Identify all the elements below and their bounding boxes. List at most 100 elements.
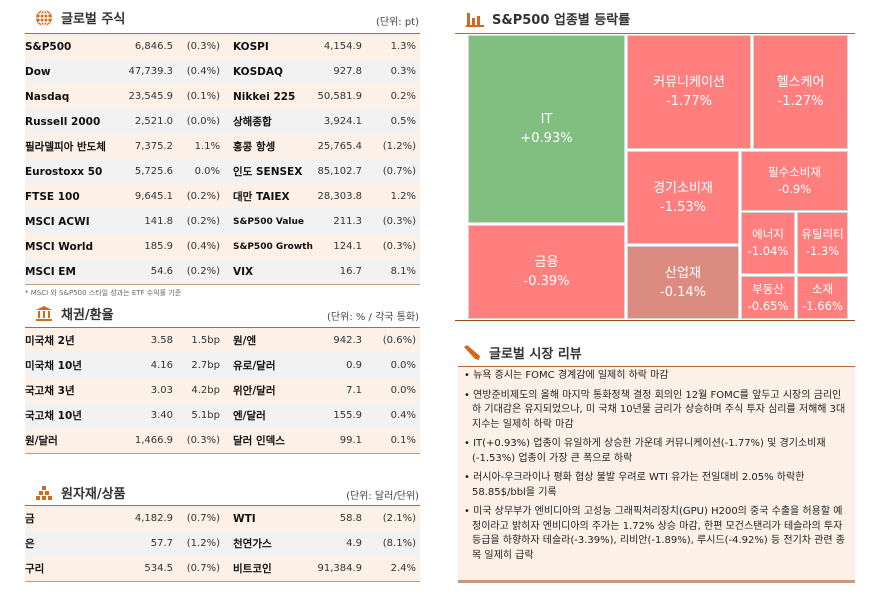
- cell-name: S&P500 Value: [233, 216, 304, 227]
- cell-change: (0.2%): [186, 191, 220, 202]
- table-row: 구리 534.5 (0.7%) 비트코인 91,384.9 2.4%: [25, 556, 420, 581]
- cell-change: 0.1%: [390, 435, 416, 446]
- cell-name: 위안/달러: [233, 385, 276, 397]
- commodities-header: 원자재/상품: [35, 483, 126, 502]
- cell-value: 1,466.9: [134, 435, 173, 446]
- sector-name: 소재: [811, 281, 834, 296]
- sector-name: 산업재: [665, 265, 701, 281]
- cell-change: (0.7%): [186, 563, 220, 574]
- treemap-cell: 소재 -1.66%: [797, 276, 848, 319]
- stocks-header: 글로벌 주식: [35, 8, 125, 27]
- cell-value: 23,545.9: [128, 91, 173, 102]
- sector-name: 에너지: [752, 227, 784, 241]
- sector-name: 필수소비재: [768, 165, 821, 179]
- sector-change: -0.39%: [523, 274, 570, 289]
- cell-name: 미국채 10년: [25, 360, 82, 372]
- cell-value: 91,384.9: [317, 563, 362, 574]
- cell-name: 원/엔: [233, 335, 257, 347]
- cell-name: FTSE 100: [25, 190, 80, 203]
- cell-name: VIX: [233, 265, 254, 278]
- cell-value: 3.58: [150, 335, 173, 346]
- cell-name: 상해종합: [233, 116, 272, 128]
- sector-name: 커뮤니케이션: [653, 75, 725, 90]
- sector-name: 금융: [534, 255, 559, 270]
- pen-icon: [464, 344, 480, 360]
- cell-name: 미국채 2년: [25, 335, 75, 347]
- sector-name: 헬스케어: [776, 75, 825, 90]
- cell-change: 8.1%: [390, 266, 416, 277]
- table-row: Russell 2000 2,521.0 (0.0%) 상해종합 3,924.1 0.5%: [25, 109, 420, 134]
- cell-value: 7.1: [346, 385, 362, 396]
- cell-name: Eurostoxx 50: [25, 165, 103, 178]
- cell-name: 금: [25, 513, 35, 525]
- review-title: 글로벌 시장 리뷰: [489, 347, 582, 362]
- cell-change: (8.1%): [382, 538, 416, 549]
- table-row: 필라델피아 반도체 7,375.2 1.1% 홍콩 항셍 25,765.4 (1.2%): [25, 134, 420, 159]
- sector-change: -1.66%: [802, 298, 843, 313]
- treemap-cell: 에너지 -1.04%: [741, 212, 795, 274]
- cell-value: 9,645.1: [134, 191, 173, 202]
- treemap-cell: 산업재 -0.14%: [627, 246, 739, 319]
- stocks-title: 글로벌 주식: [61, 12, 126, 27]
- cell-value: 141.8: [144, 216, 173, 227]
- cell-value: 16.7: [339, 266, 362, 277]
- cell-value: 927.8: [333, 66, 362, 77]
- cell-name: Nasdaq: [25, 90, 70, 103]
- treemap-cell: 부동산 -0.65%: [741, 276, 795, 319]
- cell-value: 85,102.7: [317, 166, 362, 177]
- cell-change: 1.3%: [390, 41, 416, 52]
- review-header: 글로벌 시장 리뷰: [463, 343, 582, 362]
- cell-change: (0.3%): [382, 216, 416, 227]
- cell-name: 은: [25, 538, 35, 550]
- treemap-cell: 커뮤니케이션 -1.77%: [627, 35, 751, 149]
- cell-name: 국고채 3년: [25, 385, 75, 397]
- bar-chart-icon: [466, 12, 484, 27]
- cell-value: 25,765.4: [317, 141, 362, 152]
- cell-change: (0.4%): [186, 66, 220, 77]
- cell-name: 구리: [25, 563, 45, 575]
- table-row: 미국채 2년 3.58 1.5bp 원/엔 942.3 (0.6%): [25, 328, 420, 353]
- cell-change: 2.4%: [390, 563, 416, 574]
- cell-change: (1.2%): [186, 538, 220, 549]
- cell-name: Russell 2000: [25, 115, 101, 128]
- cell-name: 필라델피아 반도체: [25, 141, 106, 153]
- treemap-cell: 유틸리티 -1.3%: [797, 212, 848, 274]
- globe-icon: [36, 8, 52, 27]
- gold-bars-icon: [36, 485, 52, 500]
- review-item: 뉴욕 증시는 FOMC 경계감에 일제히 하락 마감: [464, 369, 849, 384]
- bonds-table: 미국채 2년 3.58 1.5bp 원/엔 942.3 (0.6%) 미국채 10년 4.16…: [25, 327, 420, 454]
- cell-name: Nikkei 225: [233, 90, 296, 103]
- cell-change: 0.3%: [390, 66, 416, 77]
- cell-value: 3.40: [150, 410, 173, 421]
- cell-value: 2,521.0: [134, 116, 173, 127]
- cell-value: 47,739.3: [128, 66, 173, 77]
- cell-name: S&P500: [25, 40, 72, 53]
- table-row: Dow 47,739.3 (0.4%) KOSDAQ 927.8 0.3%: [25, 59, 420, 84]
- treemap-cell: 경기소비재 -1.53%: [627, 151, 739, 244]
- stocks-unit: (단위: pt): [375, 17, 419, 28]
- sector-name: 유틸리티: [801, 227, 844, 241]
- table-row: S&P500 6,846.5 (0.3%) KOSPI 4,154.9 1.3%: [25, 34, 420, 59]
- sector-name: 부동산: [752, 281, 784, 296]
- cell-name: 천연가스: [233, 538, 272, 550]
- cell-name: 홍콩 항셍: [233, 141, 276, 153]
- cell-name: KOSPI: [233, 40, 269, 53]
- cell-change: 0.0%: [194, 166, 220, 177]
- cell-value: 4,154.9: [323, 41, 362, 52]
- treemap-header: S&P500 업종별 등락률: [466, 9, 630, 28]
- cell-name: WTI: [233, 512, 256, 525]
- cell-change: 0.2%: [390, 91, 416, 102]
- cell-value: 3,924.1: [323, 116, 362, 127]
- cell-name: MSCI ACWI: [25, 215, 90, 228]
- cell-name: 달러 인덱스: [233, 435, 285, 447]
- cell-name: Dow: [25, 65, 51, 78]
- cell-change: 0.4%: [390, 410, 416, 421]
- cell-value: 4.16: [150, 360, 173, 371]
- cell-value: 57.7: [150, 538, 173, 549]
- cell-change: (0.7%): [186, 513, 220, 524]
- cell-change: (0.2%): [186, 216, 220, 227]
- cell-name: 국고채 10년: [25, 410, 82, 422]
- cell-change: (0.7%): [382, 166, 416, 177]
- cell-value: 4.9: [346, 538, 362, 549]
- table-row: MSCI World 185.9 (0.4%) S&P500 Growth 124.1 (…: [25, 234, 420, 259]
